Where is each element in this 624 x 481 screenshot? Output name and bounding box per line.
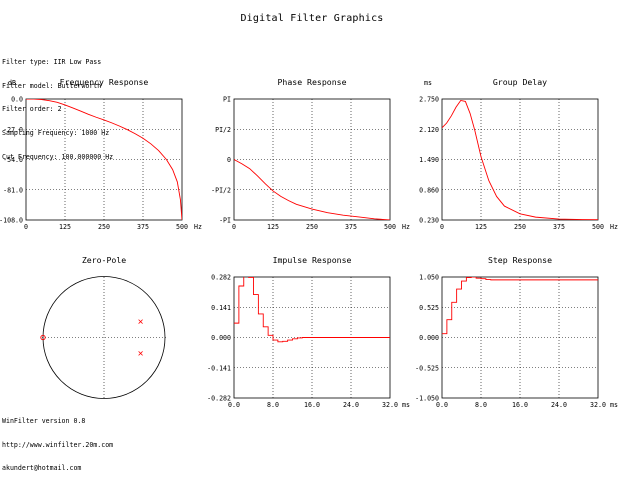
impulse-response-ytick-0: 0.282 (211, 274, 231, 282)
phase-response-ytick-4: -PI (219, 217, 231, 225)
phase-response-x-unit: Hz (402, 223, 410, 231)
impulse-response-xtick-4: 32.0 (382, 401, 398, 409)
frequency-response-xtick-4: 500 (176, 223, 188, 231)
step-response-xtick-0: 0.0 (436, 401, 448, 409)
frequency-response-ytick-2: -54.0 (3, 156, 23, 164)
frequency-response-xtick-3: 375 (137, 223, 149, 231)
step-response-ytick-2: 0.000 (419, 334, 439, 342)
step-response-x-unit: ms (610, 401, 618, 409)
phase-response-xtick-4: 500 (384, 223, 396, 231)
step-response-xtick-3: 24.0 (551, 401, 567, 409)
email-line: akundert@hotmail.com (2, 465, 113, 473)
step-response-xtick-1: 8.0 (475, 401, 487, 409)
frequency-response-xtick-0: 0 (24, 223, 28, 231)
phase-response-title: Phase Response (277, 77, 346, 87)
phase-response-ytick-0: PI (223, 96, 231, 104)
impulse-response-ytick-2: 0.000 (211, 334, 231, 342)
group-delay-ytick-4: 0.230 (419, 217, 439, 225)
phase-response-xtick-3: 375 (345, 223, 357, 231)
frequency-response-ytick-1: -27.0 (3, 126, 23, 134)
frequency-response-xtick-1: 125 (59, 223, 71, 231)
phase-response-xtick-0: 0 (232, 223, 236, 231)
group-delay-ytick-1: 2.120 (419, 126, 439, 134)
group-delay-ytick-3: 0.860 (419, 186, 439, 194)
zero-pole-title: Zero-Pole (82, 255, 126, 265)
group-delay-xtick-0: 0 (440, 223, 444, 231)
impulse-response-xtick-3: 24.0 (343, 401, 359, 409)
phase-response-ytick-3: -PI/2 (211, 186, 231, 194)
charts-canvas: Frequency Response 0.0 -27.0 -54.0 -81.0 -108… (0, 0, 624, 426)
step-response-xtick-4: 32.0 (590, 401, 606, 409)
frequency-response-title: Frequency Response (60, 77, 149, 87)
phase-response-ytick-2: 0 (227, 156, 231, 164)
impulse-response-title: Impulse Response (273, 255, 352, 265)
group-delay-xtick-2: 250 (514, 223, 526, 231)
group-delay-unit-label: ms (424, 79, 432, 87)
step-response-ytick-0: 1.050 (419, 274, 439, 282)
group-delay-xtick-1: 125 (475, 223, 487, 231)
phase-response-xtick-1: 125 (267, 223, 279, 231)
frequency-response-ytick-0: 0.0 (11, 96, 23, 104)
pole-marker-0 (139, 320, 143, 324)
impulse-response-xtick-0: 0.0 (228, 401, 240, 409)
impulse-response-ytick-1: 0.141 (211, 304, 231, 312)
group-delay-xtick-3: 375 (553, 223, 565, 231)
phase-response-xtick-2: 250 (306, 223, 318, 231)
step-response-ytick-3: -0.525 (415, 364, 439, 372)
impulse-response-x-unit: ms (402, 401, 410, 409)
frequency-response-ytick-3: -81.0 (3, 186, 23, 194)
step-response-title: Step Response (488, 255, 552, 265)
group-delay-xtick-4: 500 (592, 223, 604, 231)
step-response-ytick-1: 0.525 (419, 304, 439, 312)
frequency-response-unit-label: dB (8, 79, 16, 87)
impulse-response-xtick-1: 8.0 (267, 401, 279, 409)
group-delay-ytick-2: 1.490 (419, 156, 439, 164)
step-response-xtick-2: 16.0 (512, 401, 528, 409)
group-delay-title: Group Delay (493, 77, 547, 87)
phase-response-ytick-1: PI/2 (215, 126, 231, 134)
frequency-response-xtick-2: 250 (98, 223, 110, 231)
pole-marker-1 (139, 351, 143, 355)
frequency-response-ytick-4: -108.0 (0, 217, 23, 225)
impulse-response-xtick-2: 16.0 (304, 401, 320, 409)
website-line: http://www.winfilter.20m.com (2, 442, 113, 450)
group-delay-x-unit: Hz (610, 223, 618, 231)
frequency-response-x-unit: Hz (194, 223, 202, 231)
group-delay-ytick-0: 2.750 (419, 96, 439, 104)
impulse-response-ytick-3: -0.141 (207, 364, 231, 372)
